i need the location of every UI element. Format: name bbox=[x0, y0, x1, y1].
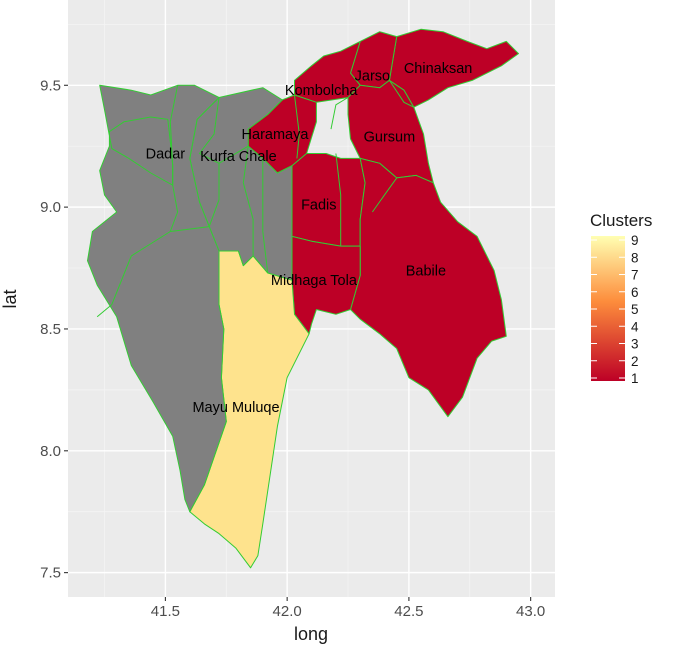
y-tick-label: 8.0 bbox=[40, 443, 61, 460]
x-tick-label: 41.5 bbox=[151, 603, 180, 620]
region-label: Jarso bbox=[355, 69, 390, 85]
district-border bbox=[388, 80, 415, 108]
y-tick-label: 9.0 bbox=[40, 199, 61, 216]
legend-tick-label: 6 bbox=[631, 285, 639, 300]
district-border bbox=[170, 226, 210, 232]
y-axis-title: lat bbox=[0, 289, 20, 308]
legend: Clusters 1 2 3 4 5 6 7 8 9 bbox=[590, 211, 652, 386]
legend-tick-label: 7 bbox=[631, 268, 639, 283]
district-border bbox=[198, 97, 220, 227]
district-border bbox=[242, 146, 254, 256]
legend-tick-label: 9 bbox=[631, 233, 639, 248]
region-label: Midhaga Tola bbox=[271, 273, 358, 289]
region-label: Mayu Muluqe bbox=[192, 400, 279, 416]
district-border bbox=[262, 158, 269, 273]
district-border bbox=[371, 177, 398, 213]
district-border bbox=[335, 153, 342, 247]
legend-tick-label: 8 bbox=[631, 250, 639, 265]
legend-title: Clusters bbox=[590, 211, 652, 230]
region-label: Dadar bbox=[146, 147, 186, 163]
legend-ticks: 1 2 3 4 5 6 7 8 9 bbox=[591, 233, 639, 386]
district-border bbox=[330, 97, 349, 130]
legend-tick-label: 3 bbox=[631, 337, 639, 352]
y-tick-label: 7.5 bbox=[40, 565, 61, 582]
district-border bbox=[218, 145, 249, 164]
x-tick-label: 43.0 bbox=[516, 603, 545, 620]
region-label: Haramaya bbox=[242, 127, 310, 143]
district-border bbox=[96, 231, 171, 318]
district-border bbox=[294, 94, 300, 159]
internal-borders bbox=[96, 80, 415, 318]
x-axis-title: long bbox=[294, 624, 328, 644]
region-label: Fadis bbox=[301, 198, 336, 214]
district-border bbox=[169, 85, 179, 232]
legend-tick-label: 2 bbox=[631, 354, 639, 369]
region-label: Chinaksan bbox=[404, 61, 473, 77]
region-label: Kurfa Chale bbox=[200, 149, 277, 165]
legend-tick-label: 5 bbox=[631, 302, 639, 317]
region-label: Kombolcha bbox=[285, 83, 358, 99]
region-label: Babile bbox=[406, 264, 446, 280]
x-tick-label: 42.5 bbox=[394, 603, 423, 620]
y-tick-label: 9.5 bbox=[40, 77, 61, 94]
y-axis-ticks: 7.5 8.0 8.5 9.0 9.5 bbox=[40, 77, 68, 582]
region-label: Gursum bbox=[364, 130, 416, 146]
region-unlabeled-west bbox=[87, 84, 227, 513]
legend-tick-label: 1 bbox=[631, 371, 639, 386]
y-tick-label: 8.5 bbox=[40, 321, 61, 338]
x-axis-ticks: 41.5 42.0 42.5 43.0 bbox=[151, 597, 545, 620]
legend-tick-label: 4 bbox=[631, 319, 639, 334]
x-tick-label: 42.0 bbox=[273, 603, 302, 620]
